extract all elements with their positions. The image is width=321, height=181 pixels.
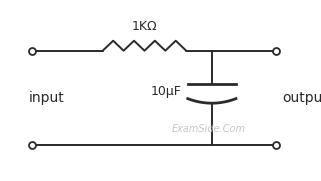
Text: 1KΩ: 1KΩ	[132, 20, 157, 33]
Text: input: input	[29, 91, 65, 105]
Text: output: output	[282, 91, 321, 105]
Text: 10μF: 10μF	[151, 85, 181, 98]
Text: ExamSide.Com: ExamSide.Com	[172, 123, 246, 134]
